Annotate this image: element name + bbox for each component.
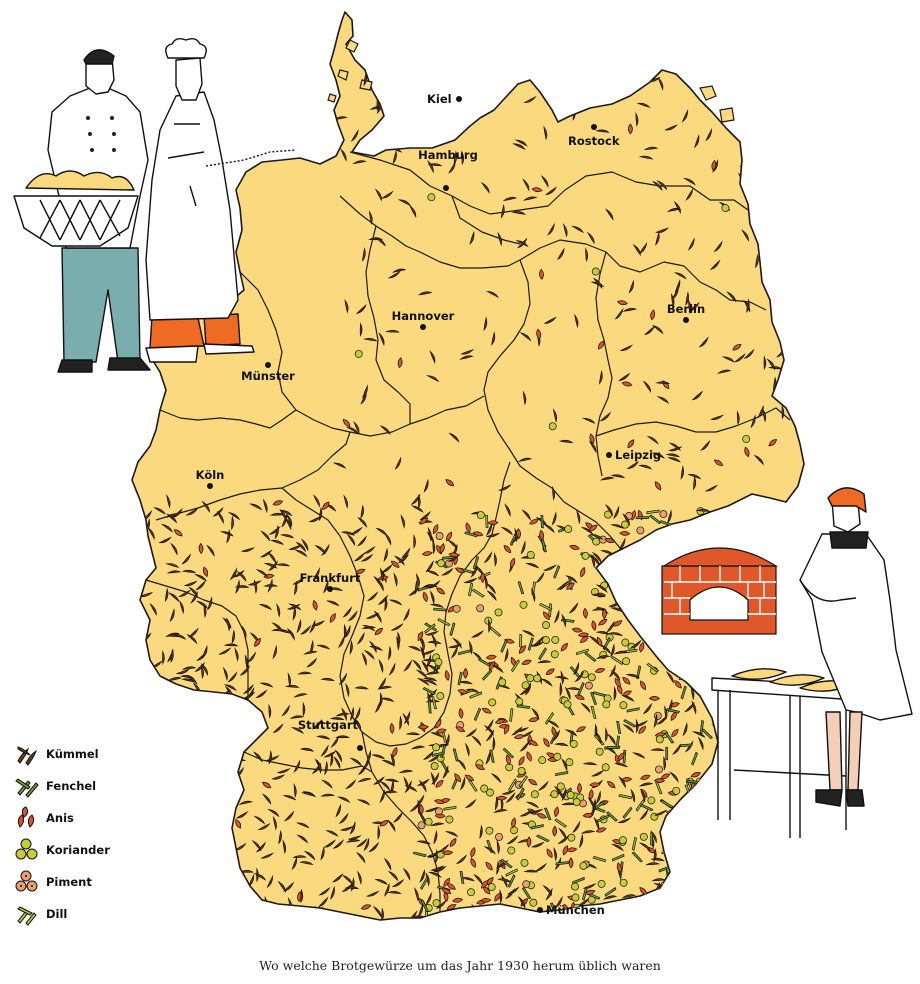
city-label: Münster: [241, 369, 295, 383]
city-dot-icon: [357, 745, 363, 751]
city-label: Berlin: [667, 302, 705, 316]
state-borders: [145, 151, 791, 912]
anise-icon: [17, 806, 35, 828]
brick-oven-illustration: [661, 547, 779, 635]
legend-label: Anis: [46, 811, 74, 825]
caraway-icon: [17, 746, 37, 766]
legend-item-piment: Piment: [14, 866, 154, 898]
city-label: Rostock: [568, 134, 620, 148]
city-label: Frankfurt: [300, 571, 361, 585]
woman-baker-illustration: [711, 487, 913, 838]
legend: Kümmel Fenchel Anis Koriander Piment Dil…: [14, 738, 154, 930]
city-labels: Kiel Rostock Hamburg Berlin Hannover Münster L…: [196, 92, 706, 917]
city-label: Köln: [196, 468, 225, 482]
city-dot-icon: [420, 324, 426, 330]
city-label: Kiel: [427, 92, 452, 106]
legend-label: Kümmel: [46, 747, 99, 761]
map-caption: Wo welche Brotgewürze um das Jahr 1930 h…: [259, 958, 661, 973]
city-dot-icon: [443, 185, 449, 191]
city-dot-icon: [456, 96, 462, 102]
legend-label: Fenchel: [46, 779, 97, 793]
city-dot-icon: [537, 907, 543, 913]
city-label: Stuttgart: [298, 718, 359, 732]
city-label: Hamburg: [418, 148, 478, 162]
city-dot-icon: [327, 586, 333, 592]
city-dot-icon: [606, 452, 612, 458]
legend-label: Dill: [46, 907, 68, 921]
fennel-icon: [15, 778, 39, 798]
legend-item-dill: Dill: [14, 898, 154, 930]
legend-label: Koriander: [46, 843, 110, 857]
city-dot-icon: [265, 362, 271, 368]
city-dot-icon: [591, 124, 597, 130]
city-label: Leipzig: [615, 448, 661, 462]
city-label: München: [546, 903, 605, 917]
spice-marks: [132, 57, 804, 920]
allspice-icon: [15, 870, 38, 892]
legend-item-koriander: Koriander: [14, 834, 154, 866]
dill-icon: [17, 906, 37, 926]
baker-in-apron-illustration: [145, 37, 297, 363]
legend-item-kuemmel: Kümmel: [14, 738, 154, 770]
legend-item-fenchel: Fenchel: [14, 770, 154, 802]
city-dot-icon: [683, 317, 689, 323]
legend-label: Piment: [46, 875, 92, 889]
baker-with-basket-illustration: [13, 49, 151, 373]
coriander-icon: [15, 838, 38, 860]
city-dot-icon: [207, 483, 213, 489]
city-label: Hannover: [392, 309, 455, 323]
legend-item-anis: Anis: [14, 802, 154, 834]
north-sea-islands: [327, 39, 735, 123]
